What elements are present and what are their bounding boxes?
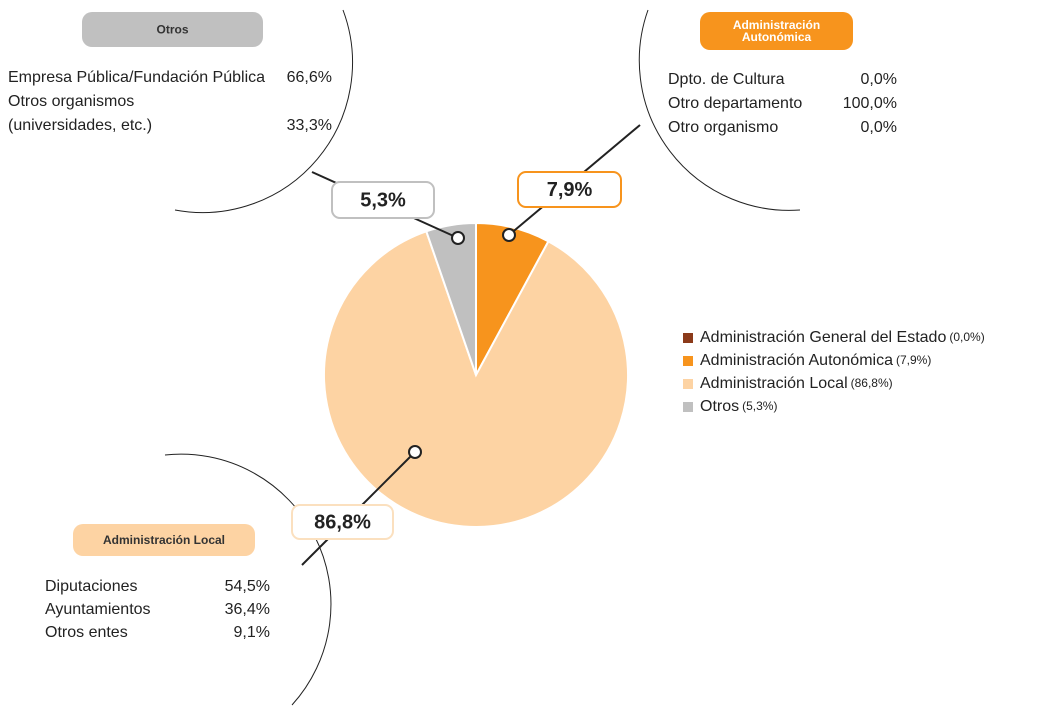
callout-row-value: 100,0%: [843, 95, 897, 112]
callout-row-value: 54,5%: [225, 578, 270, 595]
callout-arc: [638, 9, 801, 211]
callout-row-label: Otro departamento: [668, 95, 802, 112]
callout-title: Administración Local: [103, 533, 225, 547]
legend-label: Administración Local (86,8%): [700, 375, 893, 392]
callout-header: [700, 12, 853, 50]
value-label-box: [331, 181, 435, 219]
value-label-box: [291, 504, 394, 540]
legend-value: (5,3%): [742, 399, 777, 413]
callout-row-value: 33,3%: [287, 117, 332, 134]
legend-swatch: [683, 333, 693, 343]
callout-row-value: 9,1%: [234, 624, 270, 641]
callout-row-value: 36,4%: [225, 601, 270, 618]
callout-title: Autonómica: [742, 30, 812, 44]
legend-swatch: [683, 379, 693, 389]
leader-marker: [408, 445, 422, 459]
legend-swatch: [683, 402, 693, 412]
callout-row-label: Otro organismo: [668, 119, 778, 136]
legend-label: Otros (5,3%): [700, 398, 777, 415]
legend-name: Administración General del Estado: [700, 329, 946, 346]
legend-name: Otros: [700, 398, 739, 415]
callout-row-label: Otros organismos: [8, 93, 134, 110]
callout-header: [82, 12, 263, 47]
callout-row-label: Empresa Pública/Fundación Pública: [8, 69, 265, 86]
callout-title: Otros: [156, 23, 188, 37]
callout-row-label: Otros entes: [45, 624, 128, 641]
legend-value: (0,0%): [949, 330, 984, 344]
callout-row-value: 0,0%: [861, 119, 897, 136]
callout-row-label: Dpto. de Cultura: [668, 71, 785, 88]
value-label-box: [517, 171, 622, 208]
leader-marker: [451, 231, 465, 245]
legend-value: (86,8%): [851, 376, 893, 390]
callout-title: Administración: [733, 18, 820, 32]
callout-row-label: Diputaciones: [45, 578, 138, 595]
value-label: 86,8%: [314, 511, 371, 533]
value-label: 7,9%: [547, 179, 593, 201]
value-label: 5,3%: [360, 189, 406, 211]
legend-label: Administración General del Estado (0,0%): [700, 329, 985, 346]
legend-swatch: [683, 356, 693, 366]
legend-name: Administración Local: [700, 375, 848, 392]
legend-name: Administración Autonómica: [700, 352, 893, 369]
leader-marker: [502, 228, 516, 242]
legend-label: Administración Autonómica (7,9%): [700, 352, 931, 369]
pie-slice: [425, 221, 477, 376]
callout-row-value: 0,0%: [861, 71, 897, 88]
callout-row-value: 66,6%: [287, 69, 332, 86]
callout-row-label: Ayuntamientos: [45, 601, 151, 618]
callout-row-label: (universidades, etc.): [8, 117, 152, 134]
callout-arc: [174, 9, 353, 214]
legend-value: (7,9%): [896, 353, 931, 367]
pie-slice: [323, 230, 629, 528]
callout-header: [73, 524, 255, 556]
